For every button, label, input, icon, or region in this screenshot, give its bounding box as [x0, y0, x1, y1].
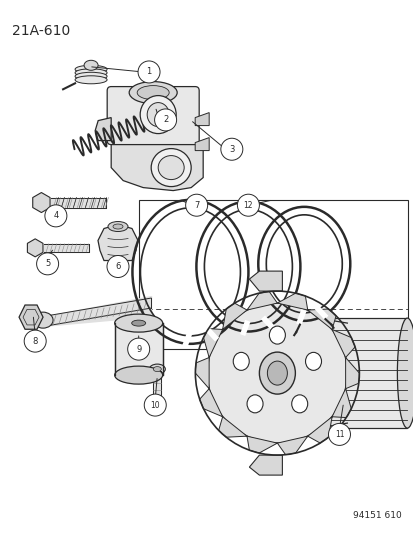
Text: 5: 5	[45, 260, 50, 268]
Polygon shape	[307, 417, 331, 443]
Polygon shape	[218, 417, 247, 437]
Circle shape	[45, 205, 67, 227]
Ellipse shape	[140, 95, 176, 134]
Text: 2: 2	[163, 116, 168, 124]
Polygon shape	[345, 358, 358, 389]
Polygon shape	[307, 309, 335, 329]
Ellipse shape	[207, 303, 347, 443]
FancyBboxPatch shape	[107, 86, 199, 144]
Bar	[138, 200, 407, 349]
Ellipse shape	[267, 361, 287, 385]
Text: 12: 12	[243, 201, 252, 209]
Polygon shape	[98, 224, 138, 261]
Ellipse shape	[108, 222, 128, 231]
Circle shape	[138, 61, 160, 83]
Circle shape	[107, 255, 129, 278]
Ellipse shape	[84, 60, 98, 70]
Polygon shape	[277, 436, 307, 455]
Text: 3: 3	[229, 145, 234, 154]
Circle shape	[144, 394, 166, 416]
Circle shape	[154, 109, 176, 131]
Ellipse shape	[129, 82, 177, 103]
Circle shape	[36, 253, 59, 275]
Polygon shape	[249, 271, 282, 291]
Circle shape	[127, 338, 150, 360]
Ellipse shape	[33, 312, 53, 328]
Polygon shape	[247, 292, 277, 310]
Ellipse shape	[233, 352, 249, 370]
Ellipse shape	[291, 395, 307, 413]
Ellipse shape	[396, 318, 413, 428]
Ellipse shape	[247, 395, 262, 413]
Polygon shape	[203, 329, 222, 358]
Text: 21A-610: 21A-610	[12, 24, 71, 38]
Text: 10: 10	[150, 401, 160, 409]
Ellipse shape	[131, 320, 145, 326]
Ellipse shape	[259, 352, 294, 394]
Ellipse shape	[305, 352, 321, 370]
Ellipse shape	[75, 72, 107, 80]
Text: 1: 1	[146, 68, 151, 76]
Ellipse shape	[114, 366, 162, 384]
Text: 4: 4	[53, 212, 58, 220]
Ellipse shape	[269, 326, 285, 344]
Circle shape	[237, 194, 259, 216]
Ellipse shape	[153, 367, 161, 372]
Polygon shape	[199, 389, 222, 417]
Text: 6: 6	[115, 262, 120, 271]
Polygon shape	[27, 239, 43, 257]
Polygon shape	[249, 455, 282, 475]
Circle shape	[328, 423, 350, 446]
Polygon shape	[33, 192, 50, 213]
Polygon shape	[19, 305, 43, 329]
Ellipse shape	[75, 65, 107, 74]
Ellipse shape	[147, 102, 169, 127]
Text: 8: 8	[33, 337, 38, 345]
Ellipse shape	[75, 69, 107, 77]
Polygon shape	[195, 112, 209, 126]
Ellipse shape	[158, 156, 184, 180]
Text: 94151 610: 94151 610	[352, 511, 401, 520]
Polygon shape	[195, 358, 209, 389]
Circle shape	[185, 194, 207, 216]
Ellipse shape	[75, 76, 107, 84]
Polygon shape	[95, 118, 111, 141]
Ellipse shape	[149, 364, 165, 374]
Polygon shape	[222, 303, 247, 329]
Polygon shape	[331, 389, 350, 417]
Bar	[114, 323, 162, 375]
Text: 11: 11	[334, 430, 343, 439]
Ellipse shape	[137, 86, 169, 100]
Ellipse shape	[151, 149, 191, 187]
Text: 9: 9	[136, 345, 141, 353]
Polygon shape	[195, 138, 209, 151]
Ellipse shape	[114, 314, 162, 332]
Polygon shape	[277, 293, 307, 310]
Polygon shape	[247, 436, 277, 453]
Circle shape	[24, 330, 46, 352]
Circle shape	[220, 138, 242, 160]
Polygon shape	[331, 329, 354, 358]
Ellipse shape	[113, 224, 123, 229]
Text: 7: 7	[194, 201, 199, 209]
Bar	[317, 318, 406, 428]
Polygon shape	[111, 141, 203, 191]
